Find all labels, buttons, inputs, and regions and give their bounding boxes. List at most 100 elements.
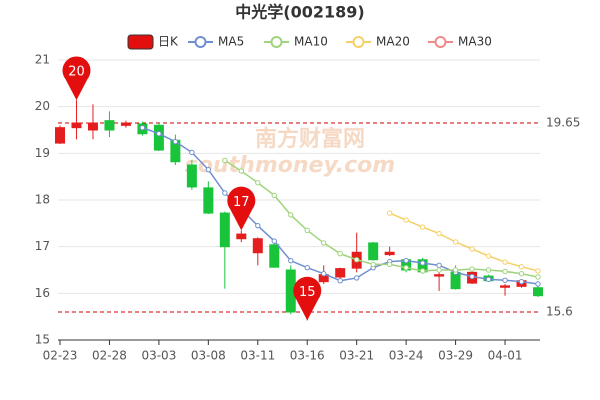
ma-point: [535, 274, 541, 280]
ma-point: [222, 157, 228, 164]
legend-label: MA30: [458, 35, 492, 49]
ma-point: [304, 227, 310, 234]
ma-point: [436, 267, 442, 273]
y-tick-label: 17: [35, 239, 50, 253]
ma-point: [172, 138, 179, 145]
ma-point: [485, 276, 492, 283]
mark-label: 17: [233, 195, 250, 210]
legend-swatch: [270, 36, 283, 48]
ma-point: [403, 264, 409, 271]
ma-point: [502, 268, 508, 275]
candle-body: [252, 238, 263, 254]
x-tick-label: 03-24: [389, 349, 424, 363]
ma-point: [502, 277, 508, 283]
ma-point: [189, 149, 195, 156]
ma-point: [403, 217, 409, 223]
ma-point: [353, 257, 360, 263]
ma-point: [535, 268, 541, 274]
ma-point: [518, 271, 525, 277]
ma-point: [485, 267, 492, 273]
candle-body: [236, 233, 247, 240]
ma-point: [370, 261, 376, 268]
ma-point: [436, 230, 442, 237]
candle-body: [87, 122, 98, 131]
x-tick-label: 04-01: [488, 349, 523, 363]
ma-point: [419, 268, 426, 274]
mark-pin: [293, 276, 322, 321]
candle-body: [434, 274, 445, 277]
candle-body: [219, 212, 230, 248]
candle-body: [384, 251, 395, 256]
legend-label: MA5: [218, 35, 244, 49]
candle-body: [120, 122, 131, 126]
watermark: southmoney.com: [185, 153, 395, 178]
ma-line: [224, 159, 539, 278]
ma-point: [304, 264, 310, 271]
candle-body: [269, 244, 280, 268]
candle-body: [153, 124, 164, 151]
ma-point: [156, 131, 162, 137]
mark-pin: [227, 186, 256, 231]
ma-point: [288, 257, 294, 264]
chart-title: 中光学(002189): [235, 3, 364, 22]
y-tick-label: 20: [35, 99, 50, 113]
ma-point: [271, 238, 277, 244]
ma-point: [436, 262, 442, 269]
ma-point: [139, 124, 146, 131]
x-tick-label: 03-29: [438, 349, 473, 363]
y-tick-label: 15: [35, 333, 50, 347]
x-tick-label: 02-28: [92, 349, 127, 363]
legend-swatch: [434, 36, 447, 48]
ma-point: [337, 250, 343, 257]
ma-point: [205, 166, 212, 173]
mark-pin: [62, 56, 91, 101]
y-tick-label: 18: [35, 193, 50, 207]
ma-point: [452, 239, 459, 245]
ma-point: [386, 261, 393, 268]
legend-swatch: [352, 36, 365, 48]
candle-body: [71, 122, 82, 129]
ma-point: [255, 222, 261, 229]
ma-point: [271, 192, 277, 199]
ma-point: [321, 240, 327, 246]
ma-point: [452, 267, 459, 273]
ma-point: [535, 281, 541, 287]
ma-line: [389, 212, 539, 272]
ma-point: [238, 168, 245, 174]
ma-point: [337, 278, 343, 284]
watermark: 南方财富网: [255, 126, 365, 152]
candle-body: [500, 285, 511, 288]
mark-label: 20: [68, 65, 85, 80]
ma-point: [469, 266, 475, 272]
ma-point: [502, 259, 508, 265]
candle-body: [186, 164, 197, 188]
legend-swatch: [127, 34, 154, 50]
candle-body: [335, 268, 346, 278]
x-tick-label: 03-08: [191, 349, 226, 363]
ma-point: [469, 246, 475, 252]
ma-point: [386, 210, 393, 216]
ma-point: [403, 257, 409, 264]
ma-point: [222, 190, 228, 196]
y-tick-label: 19: [35, 146, 50, 160]
x-tick-label: 03-16: [290, 349, 325, 363]
ref-line-label: 19.65: [546, 116, 580, 130]
ref-line-label: 15.6: [546, 305, 573, 319]
ma-point: [288, 212, 294, 218]
ma-point: [419, 224, 426, 230]
legend-label: 日K: [158, 35, 179, 49]
ma-point: [518, 278, 525, 285]
legend-label: MA20: [376, 35, 410, 49]
ma-point: [518, 264, 525, 270]
x-tick-label: 02-23: [43, 349, 78, 363]
candle-body: [55, 127, 65, 144]
y-tick-label: 16: [35, 286, 50, 300]
x-tick-label: 03-21: [339, 349, 374, 363]
ma-point: [469, 273, 475, 280]
x-tick-label: 03-11: [240, 349, 275, 363]
ma-point: [321, 271, 327, 277]
ma-point: [255, 180, 261, 186]
x-tick-label: 03-03: [141, 349, 176, 363]
legend-label: MA10: [294, 35, 328, 49]
